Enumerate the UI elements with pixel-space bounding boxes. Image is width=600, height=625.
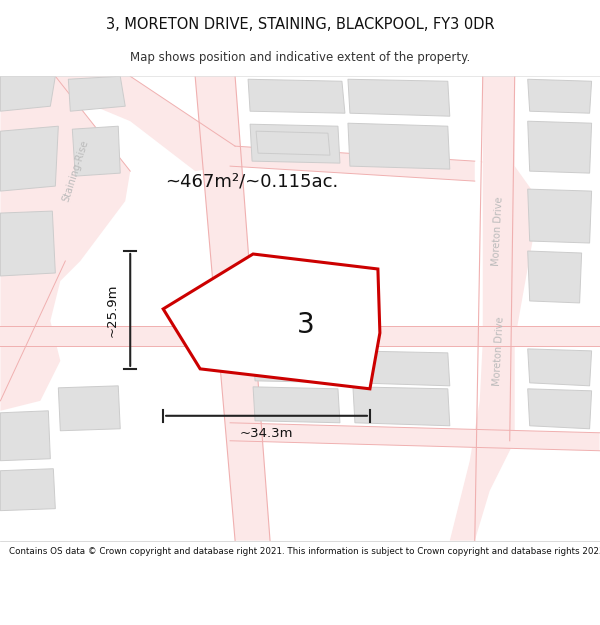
Text: ~25.9m: ~25.9m <box>106 283 119 337</box>
Text: ~467m²/~0.115ac.: ~467m²/~0.115ac. <box>165 172 338 190</box>
Text: Contains OS data © Crown copyright and database right 2021. This information is : Contains OS data © Crown copyright and d… <box>9 546 600 556</box>
Text: Moreton Drive: Moreton Drive <box>491 196 505 266</box>
Text: ~34.3m: ~34.3m <box>240 428 293 440</box>
Polygon shape <box>1 411 50 461</box>
Polygon shape <box>58 386 120 431</box>
Text: 3, MORETON DRIVE, STAINING, BLACKPOOL, FY3 0DR: 3, MORETON DRIVE, STAINING, BLACKPOOL, F… <box>106 17 494 32</box>
Polygon shape <box>353 387 450 426</box>
Polygon shape <box>527 349 592 386</box>
Polygon shape <box>250 124 340 163</box>
Polygon shape <box>527 121 592 173</box>
Polygon shape <box>248 79 345 113</box>
Polygon shape <box>527 251 581 303</box>
Text: Map shows position and indicative extent of the property.: Map shows position and indicative extent… <box>130 51 470 64</box>
Polygon shape <box>450 76 515 541</box>
Polygon shape <box>1 76 55 111</box>
Polygon shape <box>1 211 55 276</box>
Polygon shape <box>68 76 125 111</box>
Text: Moreton Drive: Moreton Drive <box>492 316 506 386</box>
Polygon shape <box>480 161 539 341</box>
Polygon shape <box>230 146 475 181</box>
Polygon shape <box>348 123 450 169</box>
Polygon shape <box>348 79 450 116</box>
Polygon shape <box>527 189 592 243</box>
Text: Staining-Rise: Staining-Rise <box>61 139 90 203</box>
Polygon shape <box>73 126 120 176</box>
Text: Moreton Drive: Moreton Drive <box>227 286 259 356</box>
Polygon shape <box>195 76 270 541</box>
Polygon shape <box>1 469 55 511</box>
Polygon shape <box>1 326 599 346</box>
Polygon shape <box>353 351 450 386</box>
Polygon shape <box>230 422 599 451</box>
Polygon shape <box>55 76 235 171</box>
Polygon shape <box>253 351 345 383</box>
Polygon shape <box>163 254 380 389</box>
Polygon shape <box>253 387 340 422</box>
Polygon shape <box>256 131 330 155</box>
Polygon shape <box>527 389 592 429</box>
Text: 3: 3 <box>297 311 314 339</box>
Polygon shape <box>527 79 592 113</box>
Polygon shape <box>1 126 58 191</box>
Polygon shape <box>1 76 130 411</box>
